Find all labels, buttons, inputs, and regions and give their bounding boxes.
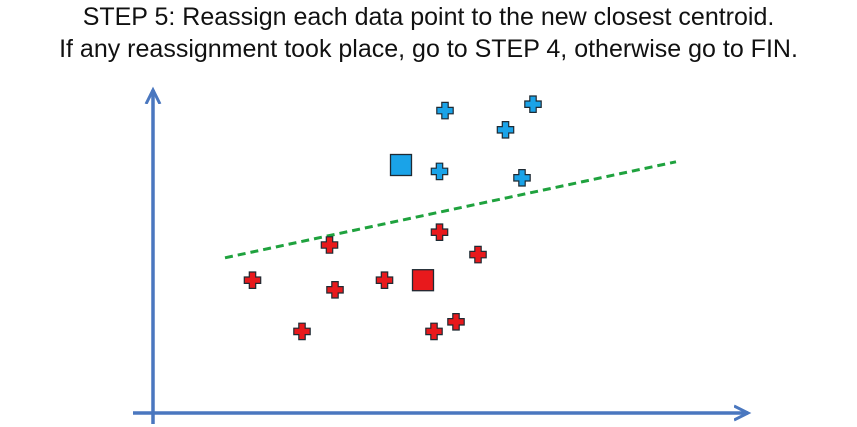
caption-line-2: If any reassignment took place, go to ST… — [59, 35, 798, 63]
blue-centroid — [389, 153, 413, 177]
red-data-point — [326, 281, 344, 299]
red-data-point — [447, 313, 465, 331]
blue-data-point — [496, 121, 515, 139]
red-data-point — [375, 271, 394, 289]
red-data-point — [425, 322, 443, 341]
blue-data-point — [436, 101, 454, 120]
red-centroid — [411, 269, 435, 292]
red-data-point — [293, 322, 311, 341]
blue-data-point — [524, 95, 542, 113]
blue-data-point — [513, 169, 531, 187]
decision-boundary-line — [224, 160, 677, 260]
step-label: STEP 5 — [82, 3, 169, 31]
red-data-point — [430, 223, 449, 241]
red-data-point — [320, 236, 339, 254]
caption-line-1: STEP 5: Reassign each data point to the … — [0, 2, 857, 32]
red-data-point — [469, 245, 487, 264]
data-marks — [243, 95, 542, 341]
red-data-point — [243, 271, 262, 289]
caption-line-1-text: : Reassign each data point to the new cl… — [168, 3, 775, 31]
blue-data-point — [430, 162, 449, 181]
